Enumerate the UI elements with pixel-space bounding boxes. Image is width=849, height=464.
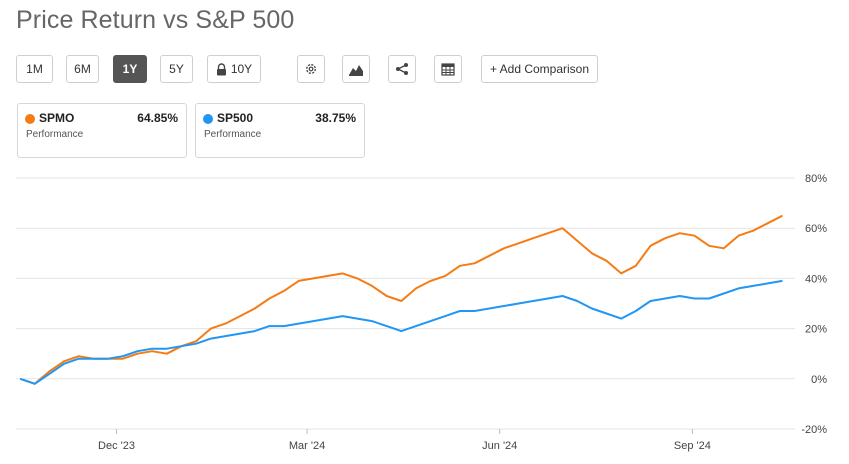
page-title: Price Return vs S&P 500 (16, 6, 295, 34)
y-tick-label: -20% (801, 424, 827, 436)
performance-card-spmo[interactable]: SPMO 64.85% Performance (17, 103, 187, 158)
chart-type-button[interactable] (342, 55, 370, 83)
range-label: 1Y (122, 62, 138, 76)
mountain-chart-icon (348, 62, 364, 76)
series-color-dot (25, 114, 35, 124)
lock-icon (216, 62, 227, 76)
performance-line-chart[interactable]: 80% 60% 40% 20% 0% -20% Dec '23 Mar '24 Jun '24… (0, 165, 849, 464)
gear-icon (304, 62, 318, 76)
x-tick-label: Mar '24 (289, 440, 325, 452)
add-comparison-label: + Add Comparison (489, 62, 590, 76)
range-label: 5Y (169, 62, 184, 76)
range-button-5y[interactable]: 5Y (160, 55, 193, 83)
card-subtitle: Performance (204, 129, 262, 140)
settings-button[interactable] (297, 55, 325, 83)
x-tick-label: Jun '24 (482, 440, 517, 452)
table-view-button[interactable] (434, 55, 462, 83)
range-label: 1M (26, 62, 43, 76)
y-tick-label: 0% (811, 374, 827, 386)
share-button[interactable] (388, 55, 416, 83)
table-icon (441, 62, 455, 76)
card-ticker: SPMO (39, 111, 75, 125)
range-label: 6M (74, 62, 91, 76)
range-button-1y[interactable]: 1Y (113, 55, 147, 83)
range-button-1m[interactable]: 1M (16, 55, 53, 83)
card-performance-value: 38.75% (315, 111, 356, 125)
range-label: 10Y (230, 62, 253, 76)
series-color-dot (203, 114, 213, 124)
card-subtitle: Performance (26, 129, 84, 140)
add-comparison-button[interactable]: + Add Comparison (481, 55, 598, 83)
share-icon (395, 62, 409, 76)
x-tick-label: Dec '23 (98, 440, 135, 452)
x-tick-label: Sep '24 (674, 440, 711, 452)
performance-card-sp500[interactable]: SP500 38.75% Performance (195, 103, 365, 158)
y-tick-label: 20% (805, 324, 827, 336)
series-line-spmo (19, 214, 783, 385)
card-ticker: SP500 (217, 111, 254, 125)
y-tick-label: 40% (805, 273, 827, 285)
range-button-10y[interactable]: 10Y (207, 55, 261, 83)
y-tick-label: 80% (805, 173, 827, 185)
series-line-sp500 (19, 279, 783, 385)
y-tick-label: 60% (805, 223, 827, 235)
range-button-6m[interactable]: 6M (66, 55, 99, 83)
card-performance-value: 64.85% (137, 111, 178, 125)
